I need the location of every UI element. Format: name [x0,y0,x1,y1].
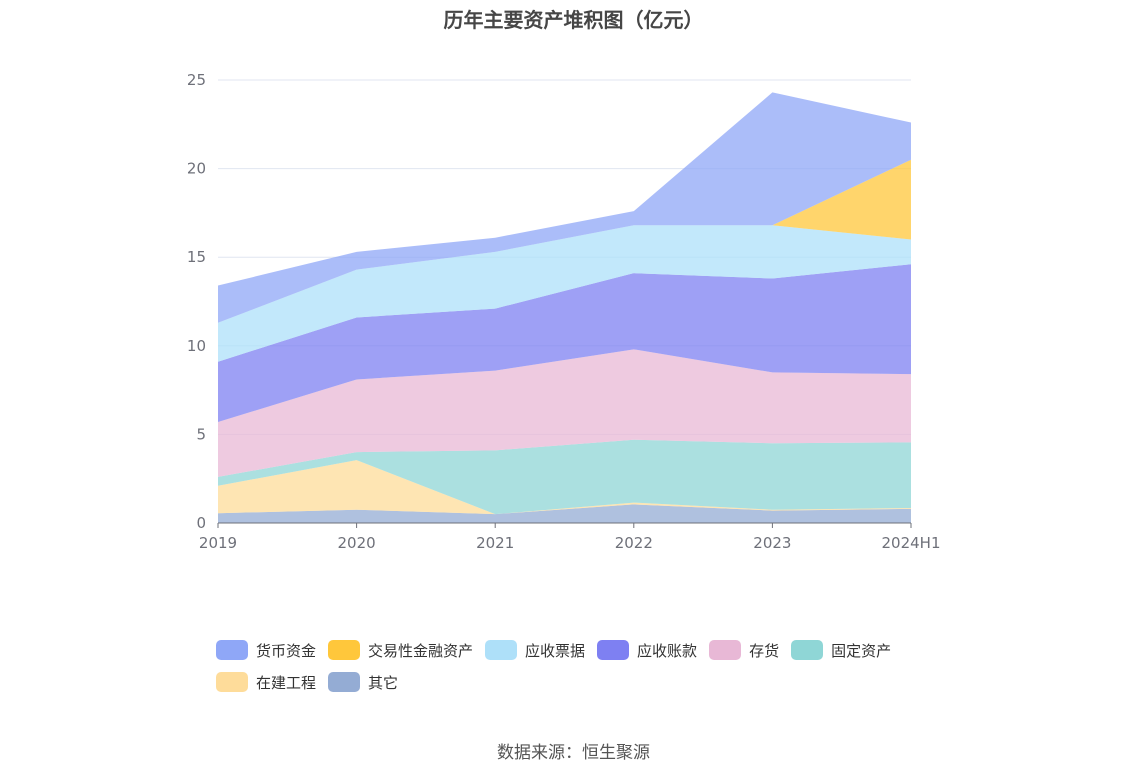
legend-label: 货币资金 [256,641,317,660]
legend-label: 应收账款 [637,641,698,660]
legend-swatch [597,640,630,660]
area-series-4 [218,264,911,422]
legend-item[interactable]: 应收账款 [597,640,697,660]
legend-item[interactable]: 应收票据 [485,640,585,660]
legend-swatch [709,640,742,660]
x-tick-label: 2023 [753,534,791,552]
legend-label: 应收票据 [525,641,586,660]
legend-label: 存货 [749,641,780,660]
source-note: 数据来源：恒生聚源 [497,743,650,763]
area-layer [218,92,911,523]
y-tick-label: 25 [187,71,206,89]
y-tick-label: 0 [196,514,206,532]
area-series-3 [218,349,911,477]
area-series-1 [218,460,911,515]
x-tick-label: 2024H1 [882,534,941,552]
legend-label: 固定资产 [831,641,892,660]
legend-swatch [216,672,248,692]
area-series-0 [218,504,911,523]
legend-swatch [328,640,361,660]
y-tick-label: 10 [187,337,206,355]
y-tick-label: 5 [196,425,206,443]
legend-swatch [485,640,518,660]
legend-item[interactable]: 在建工程 [216,672,316,692]
legend-label: 在建工程 [256,673,317,692]
y-tick-label: 20 [187,160,206,178]
legend-item[interactable]: 货币资金 [216,640,316,660]
legend-item[interactable]: 固定资产 [791,640,891,660]
y-tick-label: 15 [187,248,206,266]
chart-title: 历年主要资产堆积图（亿元） [443,8,704,32]
legend-label: 交易性金融资产 [368,641,474,660]
x-tick-label: 2021 [476,534,514,552]
area-series-7 [218,92,911,323]
x-tick-label: 2022 [615,534,653,552]
x-tick-label: 2019 [199,534,237,552]
axis-layer: 0 5 10 15 20 25 2019 2020 2021 2022 2023 2024H1 [187,71,941,552]
legend-item[interactable]: 存货 [709,640,779,660]
legend-swatch [328,672,361,692]
legend: 货币资金 交易性金融资产 应收票据 应收账款 存货 固定资产在建工程 其它 [216,640,976,704]
legend-item[interactable]: 其它 [328,672,398,692]
legend-item[interactable]: 交易性金融资产 [328,640,473,660]
area-series-2 [218,439,911,515]
x-tick-label: 2020 [338,534,376,552]
legend-label: 其它 [368,673,399,692]
stacked-area-chart: 0 5 10 15 20 25 2019 2020 2021 2022 2023 2024H1 [187,71,941,552]
legend-swatch [216,640,248,660]
area-series-5 [218,225,911,362]
legend-swatch [791,640,824,660]
